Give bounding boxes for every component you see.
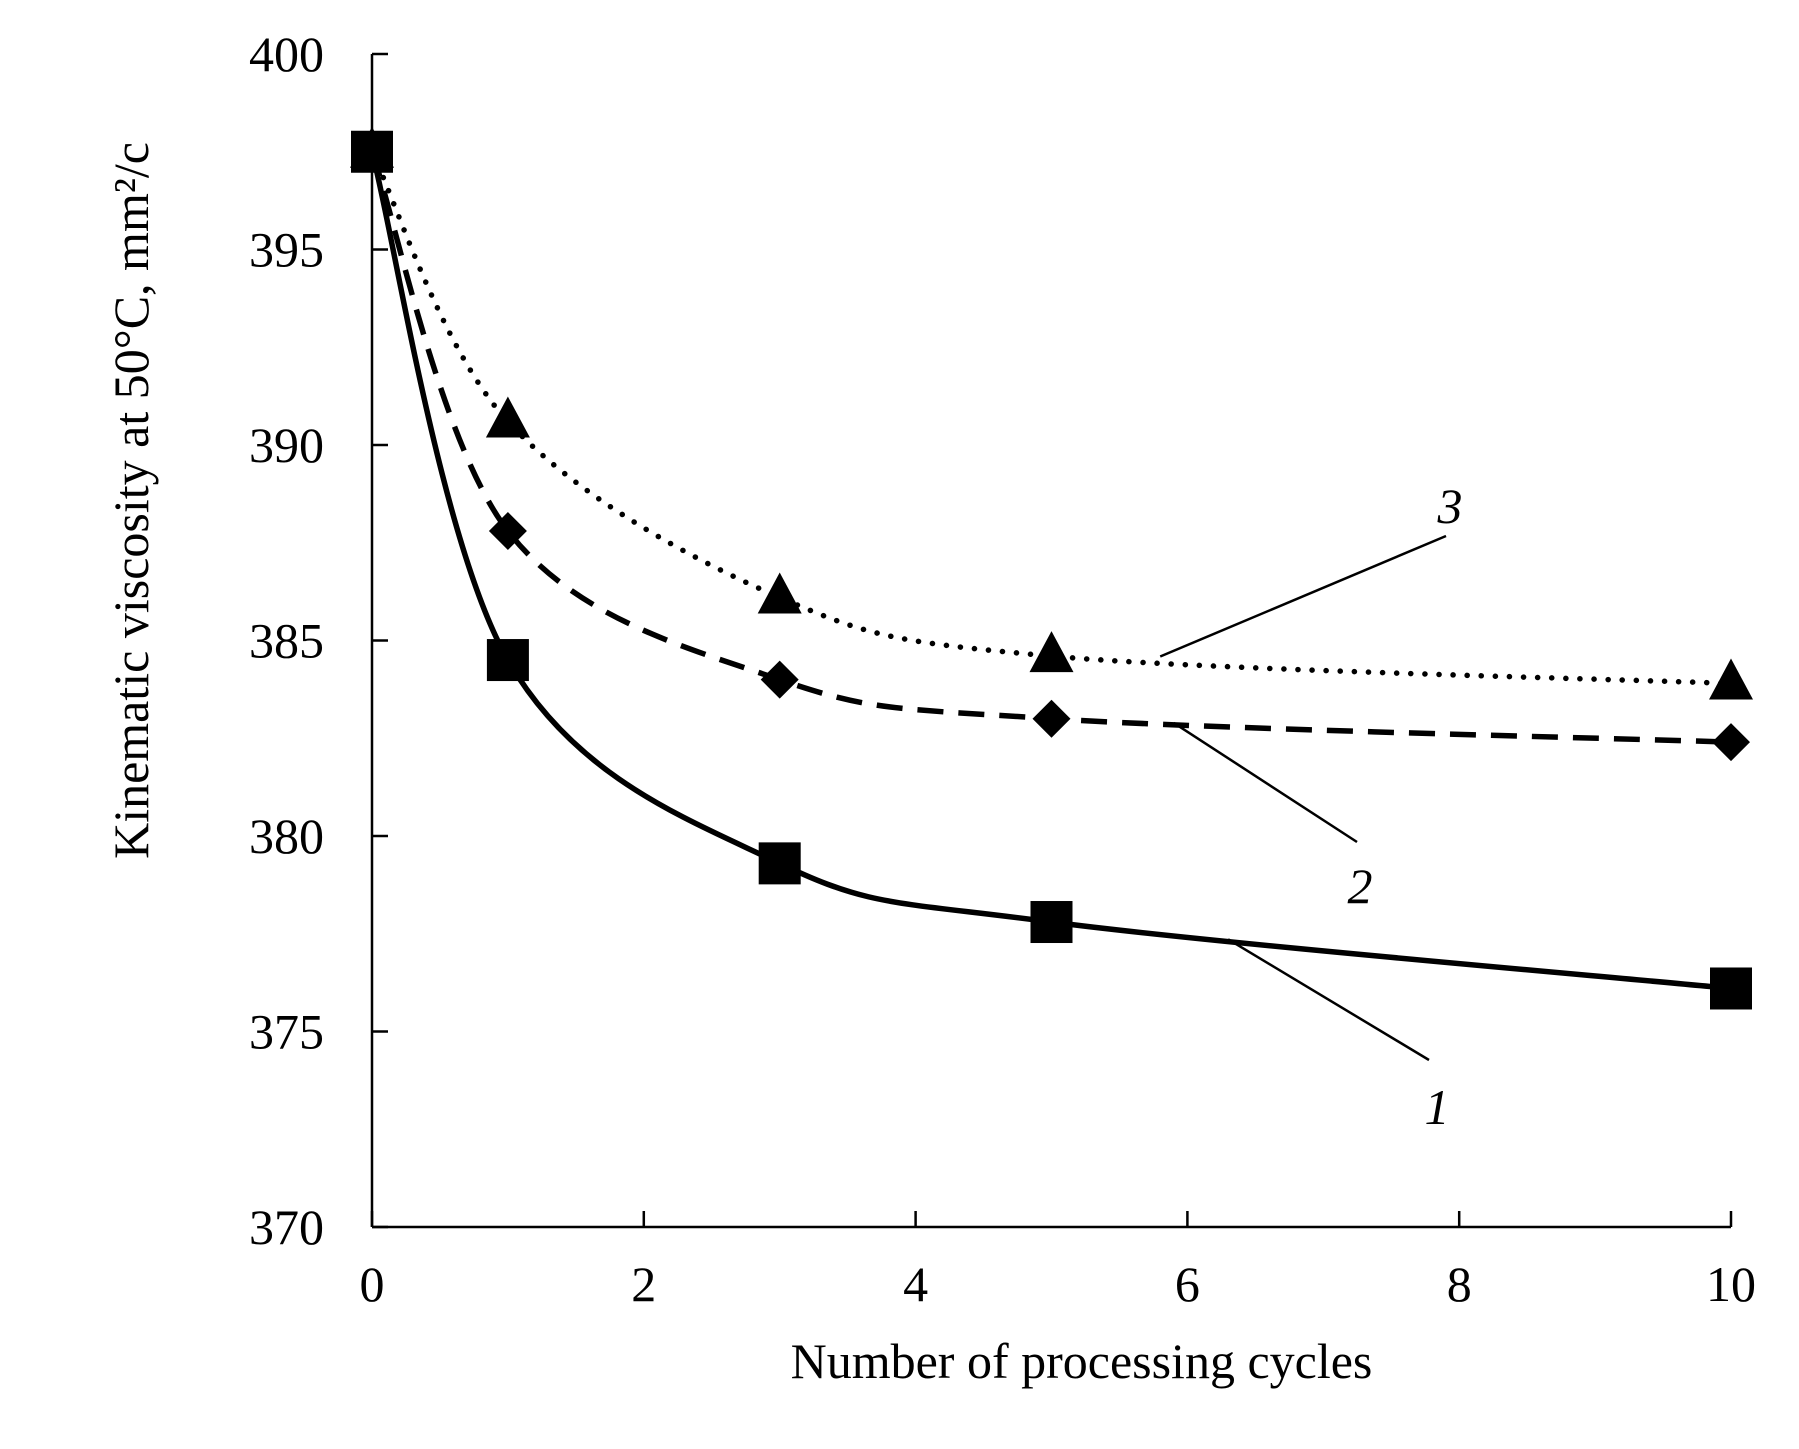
y-tick-label: 390 xyxy=(249,417,324,473)
data-point-triangle xyxy=(485,396,530,438)
leader-line-2 xyxy=(1173,721,1358,844)
data-point-square xyxy=(1030,901,1073,944)
y-tick-label: 400 xyxy=(249,26,324,82)
curve-label-3: 3 xyxy=(1437,478,1463,534)
leader-line-1 xyxy=(1227,938,1430,1062)
curve-label-1: 1 xyxy=(1425,1079,1450,1135)
curve-labels: 1 2 3 xyxy=(1348,478,1463,1135)
series-curves xyxy=(369,149,1734,992)
y-tick-label: 380 xyxy=(249,808,324,864)
curve-label-2: 2 xyxy=(1348,858,1373,914)
data-point-square xyxy=(486,639,529,682)
y-axis-ticks: 370 375 380 385 390 395 400 xyxy=(249,26,388,1255)
series-line-2 xyxy=(369,150,1732,745)
x-tick-label: 8 xyxy=(1447,1256,1472,1312)
data-point-triangle xyxy=(1709,658,1753,700)
x-tick-label: 4 xyxy=(903,1256,928,1312)
data-point-diamond xyxy=(760,660,799,699)
series-line-1 xyxy=(369,151,1732,992)
x-tick-label: 2 xyxy=(631,1256,656,1312)
y-tick-label: 395 xyxy=(249,222,324,278)
y-tick-label: 375 xyxy=(249,1004,324,1060)
x-tick-label: 0 xyxy=(360,1256,385,1312)
data-point-diamond xyxy=(1712,723,1750,762)
data-point-diamond xyxy=(488,512,527,551)
y-tick-label: 385 xyxy=(249,613,324,669)
x-axis-ticks: 0 2 4 6 8 10 xyxy=(360,1211,1756,1312)
series-line-3 xyxy=(369,149,1734,687)
data-point-square xyxy=(1710,967,1752,1010)
data-point-triangle xyxy=(757,572,802,614)
y-tick-label: 370 xyxy=(249,1199,324,1255)
data-point-triangle xyxy=(350,126,394,168)
y-axis-title: Kinematic viscosity at 50°C, mm²/c xyxy=(103,142,159,859)
leader-line-3 xyxy=(1159,534,1447,658)
x-axis-title: Number of processing cycles xyxy=(791,1333,1373,1389)
x-tick-label: 6 xyxy=(1175,1256,1200,1312)
data-point-square xyxy=(758,842,801,885)
series-markers xyxy=(350,126,1753,1010)
x-tick-label: 10 xyxy=(1706,1256,1756,1312)
curve-label-leaders xyxy=(1159,534,1447,1062)
data-point-triangle xyxy=(1029,631,1074,673)
data-point-diamond xyxy=(1032,699,1071,738)
